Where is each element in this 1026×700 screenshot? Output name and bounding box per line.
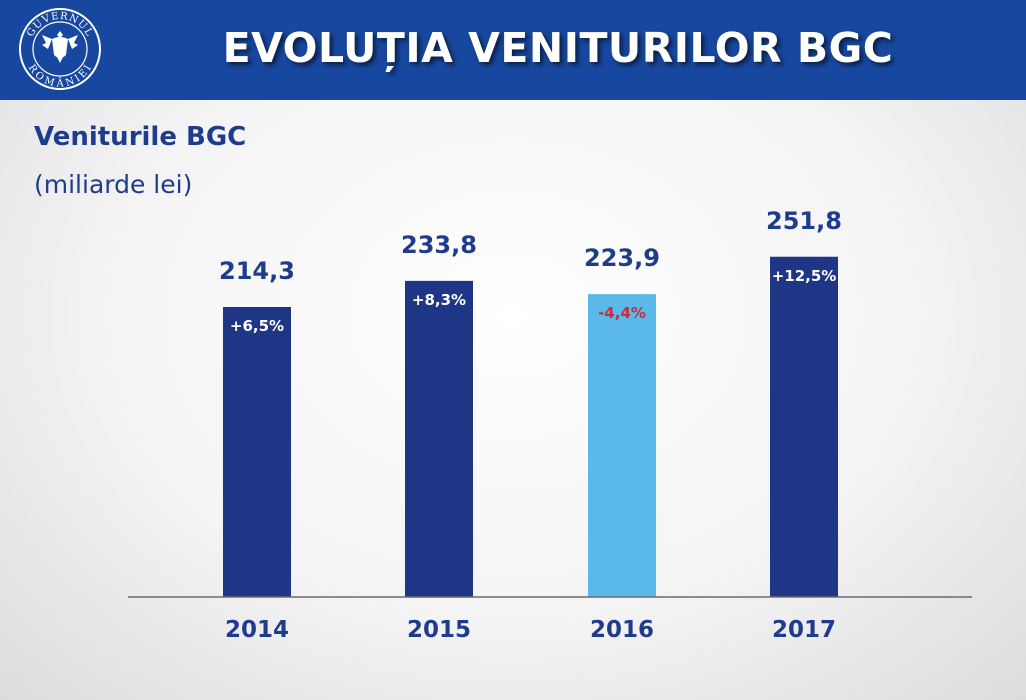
value-label-2017: 251,8 xyxy=(766,207,842,235)
bar-2017 xyxy=(770,256,838,597)
chart-subtitle: (miliarde lei) xyxy=(34,170,193,199)
category-label-2015: 2015 xyxy=(407,617,471,643)
change-label-2017: +12,5% xyxy=(772,267,837,285)
category-label-2016: 2016 xyxy=(590,617,654,643)
bar-2014 xyxy=(223,307,291,597)
value-label-2014: 214,3 xyxy=(219,257,295,285)
value-label-2016: 223,9 xyxy=(584,244,660,272)
change-label-2014: +6,5% xyxy=(230,317,284,335)
bar-2016 xyxy=(588,294,656,597)
header-banner: GUVERNUL ROMÂNIEI EVOLUȚIA VENITURILOR B… xyxy=(0,0,1026,100)
page-title: EVOLUȚIA VENITURILOR BGC xyxy=(222,24,894,72)
change-label-2016: -4,4% xyxy=(598,304,646,322)
government-seal-logo: GUVERNUL ROMÂNIEI xyxy=(19,8,101,90)
category-label-2014: 2014 xyxy=(225,617,289,643)
chart-title: Veniturile BGC xyxy=(34,122,247,152)
category-label-2017: 2017 xyxy=(772,617,836,643)
bar-2015 xyxy=(405,280,473,597)
value-label-2015: 233,8 xyxy=(401,231,477,259)
change-label-2015: +8,3% xyxy=(412,291,466,309)
eagle-emblem-icon xyxy=(42,31,78,63)
